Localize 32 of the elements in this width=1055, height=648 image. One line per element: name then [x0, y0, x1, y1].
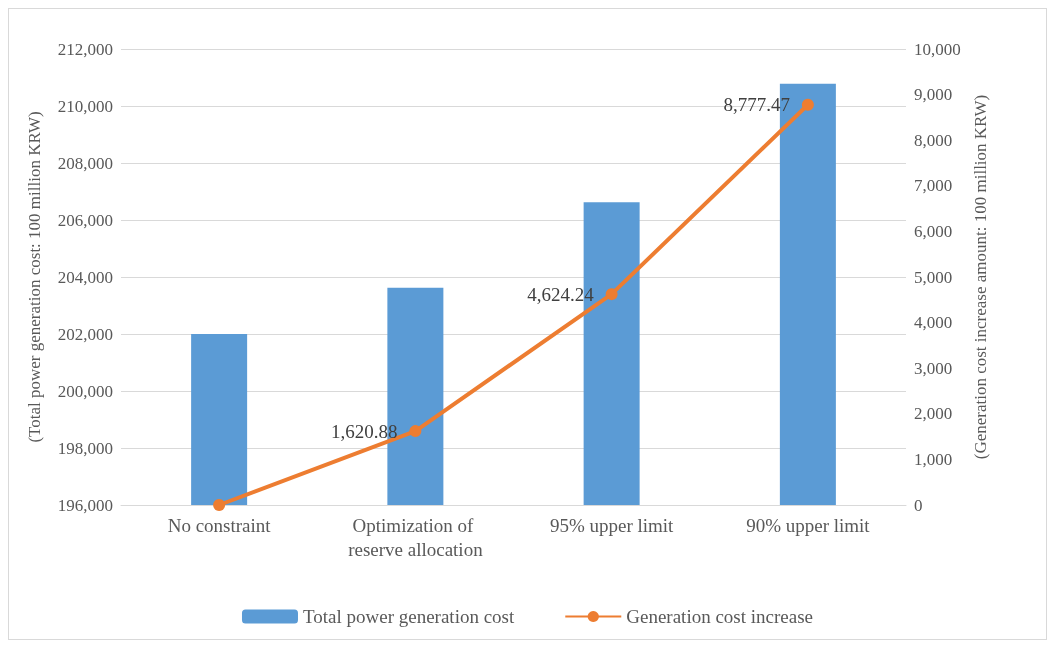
y-tick-label: 204,000 — [57, 267, 113, 287]
y2-tick-label: 0 — [914, 495, 923, 515]
legend-label: Total power generation cost — [302, 606, 515, 627]
y2-tick-label: 3,000 — [914, 358, 953, 378]
y2-tick-label: 4,000 — [914, 313, 953, 333]
y2-tick-label: 2,000 — [914, 404, 953, 424]
y2-tick-label: 1,000 — [914, 449, 953, 469]
y-tick-label: 198,000 — [57, 438, 113, 458]
x-tick-label: Optimization of reserve allocation — [348, 514, 484, 560]
y2-tick-label: 8,000 — [914, 130, 953, 150]
y-tick-label: 200,000 — [57, 381, 113, 401]
point — [409, 425, 422, 438]
point — [801, 98, 814, 111]
y2-tick-label: 6,000 — [914, 221, 953, 241]
x-tick-label: 95% upper limit — [549, 514, 675, 536]
y-tick-label: 196,000 — [57, 495, 113, 515]
point — [213, 499, 226, 511]
legend-label: Generation cost increase — [626, 606, 814, 627]
point — [605, 288, 618, 301]
y-tick-label: 210,000 — [57, 96, 113, 116]
y-tick-label: 202,000 — [57, 324, 113, 344]
y-tick-label: 212,000 — [57, 39, 113, 59]
y2-tick-label: 5,000 — [914, 267, 953, 287]
y2-tick-label: 9,000 — [914, 85, 953, 105]
y-tick-label: 208,000 — [57, 153, 113, 173]
y-axis-title: (Total power generation cost: 100 million KRW) — [25, 111, 44, 443]
y2-tick-label: 10,000 — [914, 39, 961, 59]
x-tick-label: No constraint — [167, 514, 272, 536]
x-tick-label: 90% upper limit — [746, 514, 871, 536]
y2-tick-label: 7,000 — [914, 176, 953, 196]
y-tick-label: 206,000 — [57, 210, 113, 230]
y2-axis-title: (Generation cost increase amount: 100 million KRW) — [970, 94, 990, 460]
